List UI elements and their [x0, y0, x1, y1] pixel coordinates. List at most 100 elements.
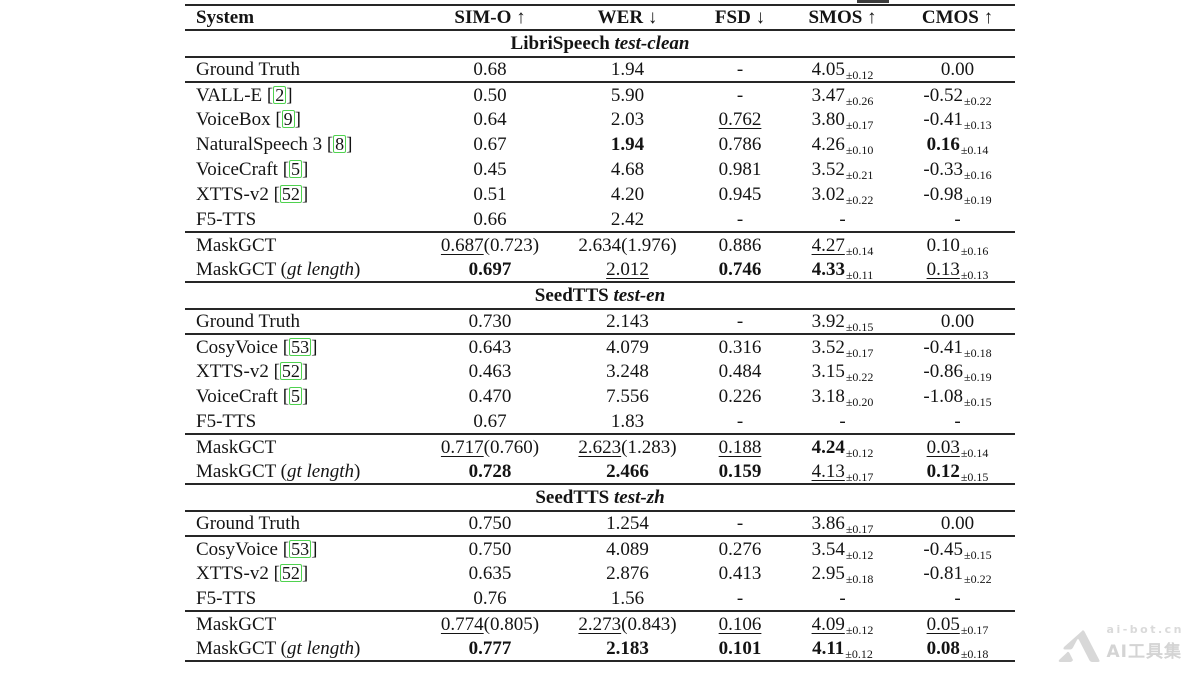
- cell-metric: 0.68: [420, 57, 560, 82]
- watermark-text: ai-bot.cn AI工具集: [1107, 623, 1184, 662]
- metric-value: 0.67: [473, 134, 507, 155]
- metric-value: -: [736, 410, 744, 432]
- table-header: System SIM-O ↑ WER ↓ FSD ↓ SMOS ↑ CMOS ↑: [185, 5, 1015, 30]
- cell-metric: -0.41±0.13: [900, 107, 1015, 132]
- table-row: F5-TTS 0.66 2.42 - - -: [185, 207, 1015, 232]
- metric-value: -0.98: [923, 184, 963, 205]
- metric-value: 0.750: [468, 513, 512, 534]
- metric-value: 4.13: [811, 460, 845, 482]
- cell-metric: 3.92±0.15: [785, 309, 900, 334]
- metric-value: 0.00: [940, 59, 975, 80]
- citation-link[interactable]: 9: [281, 109, 295, 129]
- cell-metric: 0.10±0.16: [900, 232, 1015, 257]
- cell-system: MaskGCT: [196, 436, 277, 458]
- metric-value: 3.80: [811, 109, 845, 130]
- section-header-row: SeedTTS test-zh: [185, 484, 1015, 511]
- cell-metric: 0.730: [420, 309, 560, 334]
- metric-value: 4.68: [610, 159, 645, 180]
- cell-metric: 3.52±0.21: [785, 157, 900, 182]
- metric-value: 0.276: [718, 538, 762, 560]
- cell-metric: 4.079: [560, 334, 695, 359]
- metric-value: -: [839, 587, 846, 609]
- cell-metric: -: [785, 207, 900, 232]
- metric-stddev: ±0.19: [963, 193, 992, 207]
- metric-value: 2.183: [606, 637, 649, 659]
- cell-system: Ground Truth: [196, 311, 300, 332]
- metric-value: 0.106: [718, 613, 762, 635]
- metric-stddev: ±0.14: [960, 445, 989, 460]
- cell-system: Ground Truth: [196, 513, 300, 534]
- metric-value: -0.45: [923, 538, 963, 560]
- metric-value: 0.635: [468, 563, 512, 584]
- metric-value: 0.00: [940, 311, 975, 332]
- table-row: Ground Truth 0.68 1.94 - 4.05±0.12 0.00: [185, 57, 1015, 82]
- metric-stddev: ±0.11: [846, 267, 874, 282]
- table-row: XTTS-v2 [52] 0.635 2.876 0.413 2.95±0.18 -0.8…: [185, 561, 1015, 586]
- cell-metric: 0.786: [695, 132, 785, 157]
- metric-value: 0.463: [468, 361, 512, 382]
- metric-value: 3.52: [811, 159, 845, 180]
- metric-value: 0.45: [473, 159, 507, 180]
- metric-value: 3.52: [811, 336, 845, 358]
- metric-value: 2.42: [610, 208, 645, 230]
- cell-metric: 0.463: [420, 359, 560, 384]
- table-row: MaskGCT (gt length) 0.728 2.466 0.159 4.13±0…: [185, 459, 1015, 484]
- citation-link[interactable]: 2: [273, 84, 287, 105]
- metric-value: 0.16: [926, 134, 960, 155]
- cell-metric: 0.12±0.15: [900, 459, 1015, 484]
- section-header-row: SeedTTS test-en: [185, 282, 1015, 309]
- metric-value: 0.76: [473, 587, 507, 609]
- cell-metric: -: [695, 409, 785, 434]
- table-row: MaskGCT (gt length) 0.777 2.183 0.101 4.11±0…: [185, 636, 1015, 661]
- metric-stddev: ±0.12: [845, 445, 874, 460]
- metric-value: 2.466: [606, 460, 649, 482]
- metric-value: 0.697: [468, 258, 512, 280]
- table-row: Ground Truth 0.750 1.254 - 3.86±0.17 0.00: [185, 511, 1015, 536]
- cell-metric: 4.33±0.11: [785, 257, 900, 282]
- cell-system: MaskGCT: [196, 234, 277, 256]
- cell-metric: -: [900, 409, 1015, 434]
- metric-value: 1.94: [610, 59, 645, 80]
- citation-link[interactable]: 8: [333, 134, 347, 154]
- citation-link[interactable]: 5: [289, 386, 303, 406]
- metric-value: -0.52: [923, 84, 963, 106]
- cell-metric: 0.64: [420, 107, 560, 132]
- metric-stddev: ±0.17: [845, 522, 874, 536]
- citation-link[interactable]: 53: [289, 336, 312, 357]
- citation-link[interactable]: 52: [279, 361, 302, 381]
- citation-link[interactable]: 52: [279, 563, 302, 583]
- cell-metric: 0.66: [420, 207, 560, 232]
- table-row: MaskGCT 0.774(0.805) 2.273(0.843) 0.106 4.09…: [185, 611, 1015, 636]
- metric-value: 0.750: [468, 538, 512, 560]
- metric-value: 0.730: [468, 311, 512, 332]
- table-row: XTTS-v2 [52] 0.51 4.20 0.945 3.02±0.22 -0.98±…: [185, 182, 1015, 207]
- metric-value: -: [736, 59, 744, 80]
- metric-value: 0.10: [926, 234, 960, 256]
- table-row: F5-TTS 0.67 1.83 - - -: [185, 409, 1015, 434]
- cell-metric: 2.623(1.283): [560, 434, 695, 459]
- metric-value: 0.51: [473, 184, 507, 205]
- cell-metric: -: [785, 409, 900, 434]
- metric-value: 0.03: [926, 436, 960, 458]
- watermark: ai-bot.cn AI工具集: [1058, 623, 1184, 662]
- metric-value: -1.08: [923, 386, 963, 407]
- citation-link[interactable]: 53: [289, 538, 312, 559]
- cell-metric: 4.089: [560, 536, 695, 561]
- metric-value: 2.95: [811, 563, 845, 584]
- table-row: VoiceCraft [5] 0.45 4.68 0.981 3.52±0.21 -0.3…: [185, 157, 1015, 182]
- metric-stddev: ±0.15: [963, 547, 992, 562]
- metric-value: 0.67: [473, 410, 507, 432]
- metric-value: 3.248: [606, 361, 649, 382]
- citation-link[interactable]: 5: [289, 159, 303, 179]
- metric-value: 4.079: [606, 336, 649, 358]
- cell-metric: 1.94: [560, 132, 695, 157]
- cell-metric: 2.183: [560, 636, 695, 661]
- cell-metric: 7.556: [560, 384, 695, 409]
- cell-metric: 0.16±0.14: [900, 132, 1015, 157]
- section-title-subset: test-zh: [613, 487, 665, 508]
- table-row: MaskGCT 0.717(0.760) 2.623(1.283) 0.188 4.24…: [185, 434, 1015, 459]
- citation-link[interactable]: 52: [279, 184, 302, 204]
- cell-system: MaskGCT (gt length): [196, 460, 361, 482]
- table-row: VoiceBox [9] 0.64 2.03 0.762 3.80±0.17 -0.41±…: [185, 107, 1015, 132]
- col-header-cmos: CMOS ↑: [921, 7, 994, 28]
